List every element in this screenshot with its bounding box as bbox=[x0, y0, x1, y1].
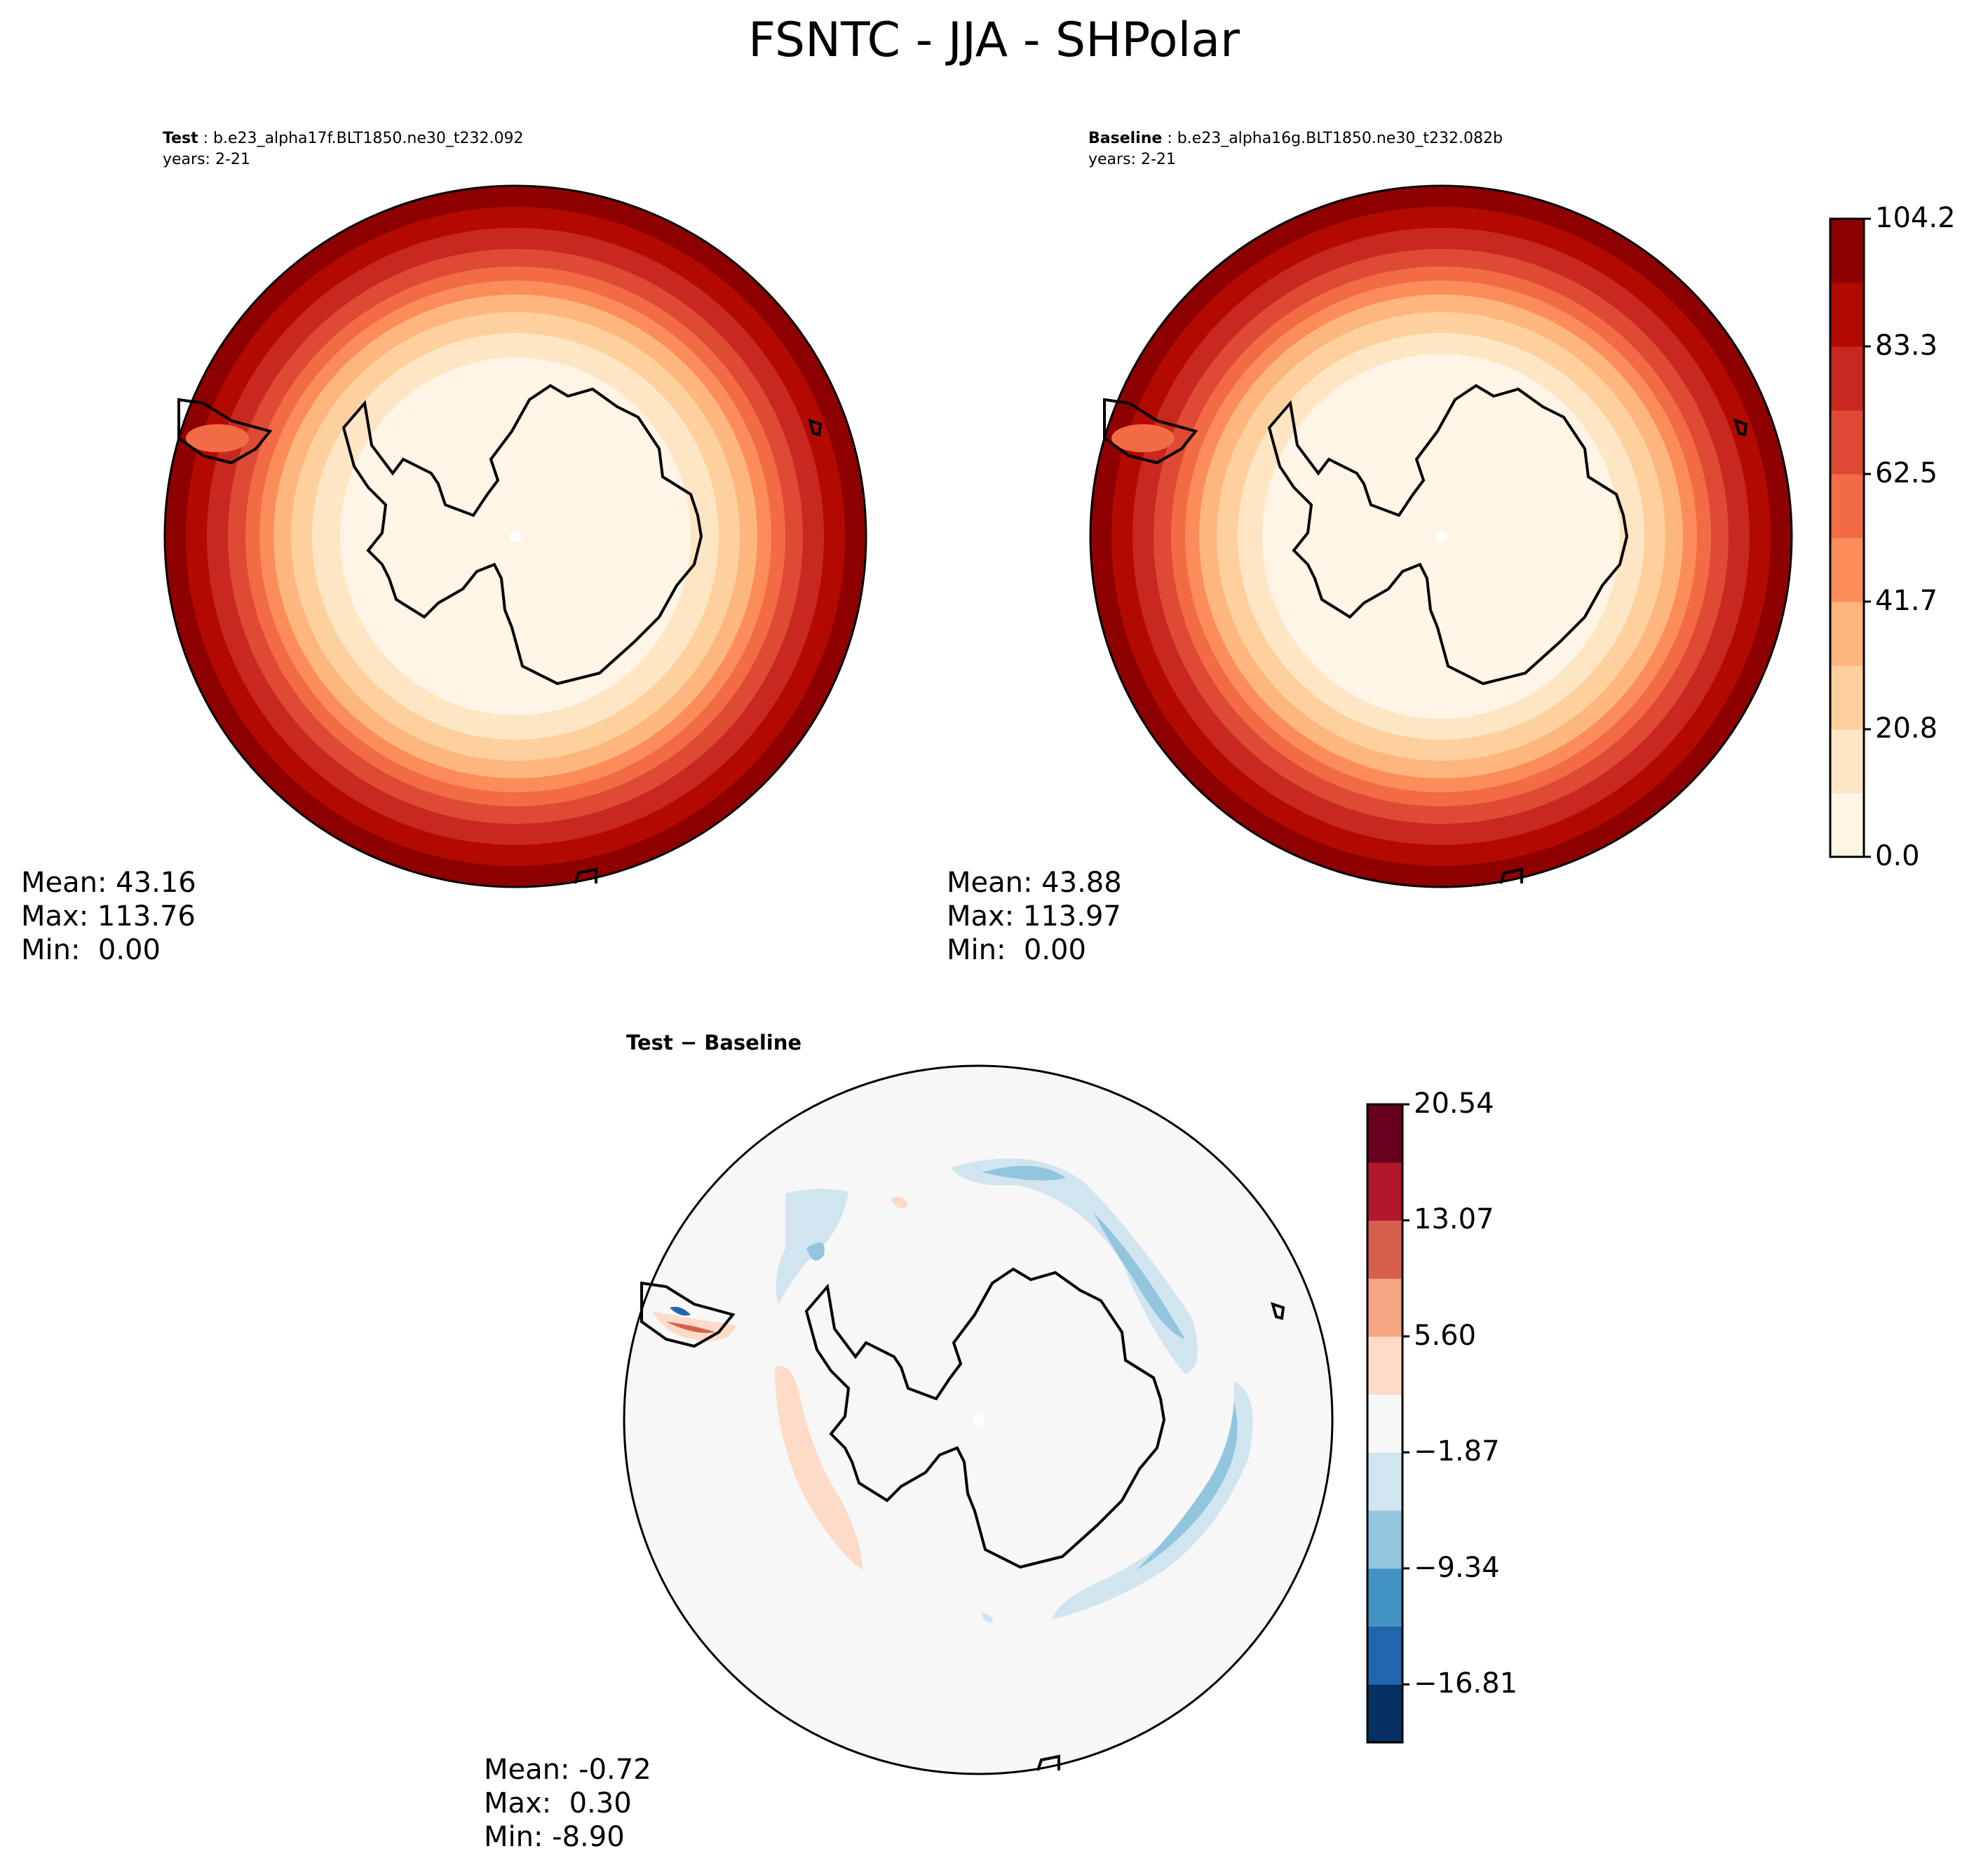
test-max: Max: 113.76 bbox=[21, 900, 196, 933]
test-panel-title: Test : b.e23_alpha17f.BLT1850.ne30_t232.… bbox=[163, 130, 524, 168]
test-bottom-coast bbox=[574, 867, 597, 884]
baseline-peninsula-coast bbox=[1103, 398, 1198, 465]
baseline-map-boundary bbox=[1089, 184, 1793, 888]
test-case: b.e23_alpha17f.BLT1850.ne30_t232.092 bbox=[213, 130, 524, 147]
diff-map bbox=[623, 1064, 1334, 1775]
cb-main-tick-label: 0.0 bbox=[1875, 840, 1920, 872]
test-label: Test bbox=[163, 130, 198, 147]
diff-colorbar bbox=[1366, 1103, 1409, 1744]
test-years: years: 2-21 bbox=[163, 151, 250, 168]
cb-main-segment bbox=[1830, 346, 1864, 411]
test-min: Min: 0.00 bbox=[21, 934, 161, 966]
cb-main-segment bbox=[1830, 410, 1864, 475]
cb-main-segment bbox=[1830, 602, 1864, 666]
cb-main-tick-label: 104.2 bbox=[1875, 202, 1956, 234]
cb-diff-segment bbox=[1367, 1626, 1402, 1685]
baseline-mean: Mean: 43.88 bbox=[947, 867, 1122, 899]
baseline-stats: Mean: 43.88 Max: 113.97 Min: 0.00 bbox=[947, 866, 1122, 967]
diff-island-coast bbox=[1271, 1301, 1285, 1320]
cb-main-tick-label: 83.3 bbox=[1875, 330, 1938, 362]
cb-main-segment bbox=[1830, 665, 1864, 730]
test-map-boundary bbox=[163, 184, 867, 888]
cb-diff-tick-label: 20.54 bbox=[1414, 1088, 1494, 1120]
cb-diff-segment bbox=[1367, 1104, 1402, 1163]
baseline-island-coast bbox=[1733, 418, 1748, 437]
test-stats: Mean: 43.16 Max: 113.76 Min: 0.00 bbox=[21, 866, 196, 967]
test-map bbox=[163, 184, 867, 888]
baseline-max: Max: 113.97 bbox=[947, 900, 1121, 933]
diff-bottom-coast bbox=[1036, 1754, 1060, 1771]
test-contours bbox=[165, 186, 866, 887]
diff-max: Max: 0.30 bbox=[484, 1787, 632, 1820]
test-mean: Mean: 43.16 bbox=[21, 867, 196, 899]
cb-diff-tick-label: −1.87 bbox=[1414, 1435, 1500, 1468]
cb-diff-tick-label: 5.60 bbox=[1414, 1319, 1477, 1352]
diff-map-boundary bbox=[623, 1064, 1334, 1775]
cb-main-segment bbox=[1830, 283, 1864, 347]
baseline-label: Baseline bbox=[1088, 130, 1163, 147]
baseline-case: b.e23_alpha16g.BLT1850.ne30_t232.082b bbox=[1177, 130, 1503, 147]
baseline-years: years: 2-21 bbox=[1088, 151, 1176, 168]
cb-main-frame bbox=[1829, 217, 1865, 858]
cb-diff-tick-label: −9.34 bbox=[1414, 1551, 1500, 1584]
cb-diff-segment bbox=[1367, 1394, 1402, 1453]
cb-main-tick-label: 62.5 bbox=[1875, 457, 1938, 489]
cb-main-segment bbox=[1830, 793, 1864, 858]
cb-main-segment bbox=[1830, 729, 1864, 794]
cb-main-tick-label: 20.8 bbox=[1875, 712, 1938, 745]
baseline-bottom-coast bbox=[1499, 867, 1523, 884]
cb-diff-segment bbox=[1367, 1336, 1402, 1395]
test-peninsula-coast bbox=[177, 398, 273, 465]
diff-panel-title: Test − Baseline bbox=[626, 1031, 802, 1055]
cb-diff-tick-label: −16.81 bbox=[1414, 1667, 1518, 1700]
diff-peninsula-coast bbox=[640, 1281, 736, 1348]
baseline-panel-title: Baseline : b.e23_alpha16g.BLT1850.ne30_t… bbox=[1088, 130, 1503, 168]
diff-mean: Mean: -0.72 bbox=[484, 1754, 651, 1786]
test-island-coast bbox=[808, 418, 823, 437]
cb-diff-segment bbox=[1367, 1684, 1402, 1743]
figure-title: FSNTC - JJA - SHPolar bbox=[748, 13, 1240, 68]
baseline-contours bbox=[1090, 186, 1792, 887]
cb-diff-segment bbox=[1367, 1452, 1402, 1511]
diff-contours bbox=[624, 1066, 1332, 1774]
cb-diff-frame bbox=[1366, 1103, 1404, 1744]
cb-diff-segment bbox=[1367, 1278, 1402, 1337]
cb-diff-segment bbox=[1367, 1220, 1402, 1279]
main-colorbar bbox=[1829, 217, 1871, 858]
cb-diff-segment bbox=[1367, 1510, 1402, 1569]
cb-main-segment bbox=[1830, 474, 1864, 538]
cb-main-segment bbox=[1830, 219, 1864, 283]
cb-diff-tick-label: 13.07 bbox=[1414, 1203, 1494, 1236]
baseline-map bbox=[1089, 184, 1793, 888]
cb-diff-segment bbox=[1367, 1162, 1402, 1221]
cb-diff-segment bbox=[1367, 1568, 1402, 1627]
cb-main-tick-label: 41.7 bbox=[1875, 585, 1938, 617]
cb-main-segment bbox=[1830, 538, 1864, 602]
diff-min: Min: -8.90 bbox=[484, 1821, 625, 1853]
baseline-min: Min: 0.00 bbox=[947, 934, 1086, 966]
diff-stats: Mean: -0.72 Max: 0.30 Min: -8.90 bbox=[484, 1753, 651, 1854]
